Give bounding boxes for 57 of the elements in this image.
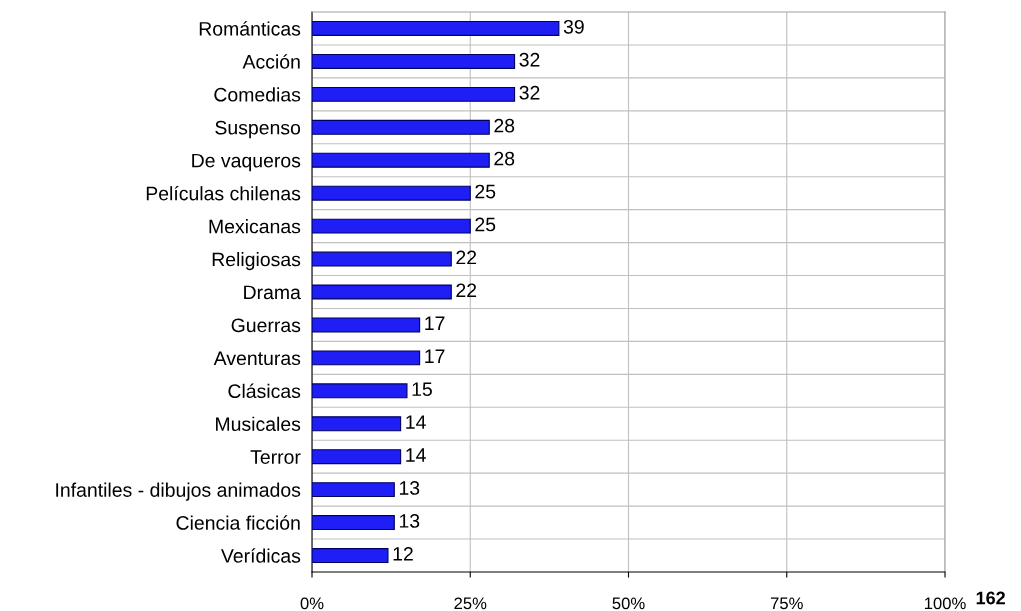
bar bbox=[312, 185, 471, 201]
data-label: 17 bbox=[425, 349, 445, 363]
x-tick-label: 50% bbox=[612, 597, 645, 610]
bar bbox=[312, 383, 408, 399]
bar bbox=[312, 350, 421, 366]
y-tick-label: Religiosas bbox=[212, 252, 301, 271]
data-label: 22 bbox=[456, 283, 477, 298]
bar bbox=[312, 284, 452, 300]
y-tick-label: Románticas bbox=[199, 21, 301, 36]
data-label: 25 bbox=[475, 217, 496, 232]
x-tick-label: 100% bbox=[924, 597, 966, 610]
data-label: 15 bbox=[412, 382, 432, 397]
data-label: 14 bbox=[406, 415, 426, 429]
y-tick-label: De vaqueros bbox=[192, 153, 301, 172]
y-tick-label: Suspenso bbox=[215, 120, 301, 139]
data-label: 22 bbox=[456, 250, 477, 265]
data-label: 28 bbox=[494, 118, 515, 133]
data-label: 13 bbox=[399, 514, 420, 528]
bar bbox=[312, 548, 389, 564]
y-tick-label: Películas chilenas bbox=[146, 185, 301, 201]
x-tick-label: 75% bbox=[770, 597, 803, 610]
y-tick-label: Aventuras bbox=[213, 351, 301, 366]
data-label: 13 bbox=[399, 481, 420, 495]
text: 162 bbox=[976, 591, 1005, 605]
bar bbox=[312, 416, 402, 432]
bar bbox=[312, 20, 560, 36]
y-tick-label: Clásicas bbox=[228, 383, 301, 399]
y-tick-label: Ciencia ficción bbox=[176, 515, 300, 530]
y-tick-label: Infantiles - dibujos animados bbox=[56, 482, 301, 501]
bar bbox=[312, 86, 516, 102]
bar bbox=[312, 53, 516, 69]
bar bbox=[312, 218, 471, 234]
y-tick-label: Terror bbox=[250, 450, 301, 464]
data-label: 32 bbox=[519, 85, 540, 100]
y-tick-label: Acción bbox=[242, 54, 300, 69]
data-label: 17 bbox=[425, 316, 445, 330]
data-label: 39 bbox=[563, 19, 584, 34]
y-tick-label: Comedias bbox=[214, 87, 301, 102]
data-label: 12 bbox=[393, 546, 413, 561]
data-label: 25 bbox=[475, 184, 496, 199]
y-tick-label: Drama bbox=[244, 285, 301, 300]
bar bbox=[312, 317, 421, 333]
y-tick-label: Musicales bbox=[216, 416, 301, 431]
x-tick-label: 0% bbox=[300, 597, 324, 610]
bar bbox=[312, 119, 490, 135]
bar bbox=[312, 251, 452, 267]
bar bbox=[312, 482, 395, 498]
y-tick-label: Guerras bbox=[231, 318, 301, 333]
y-tick-label: Verídicas bbox=[220, 548, 301, 563]
x-tick-label: 25% bbox=[454, 597, 487, 610]
bar bbox=[312, 449, 402, 465]
data-label: 32 bbox=[519, 52, 540, 67]
y-tick-label: Mexicanas bbox=[209, 219, 301, 234]
bar bbox=[312, 515, 395, 531]
bar bbox=[312, 152, 490, 168]
data-label: 14 bbox=[406, 448, 426, 462]
data-label: 28 bbox=[494, 151, 515, 166]
